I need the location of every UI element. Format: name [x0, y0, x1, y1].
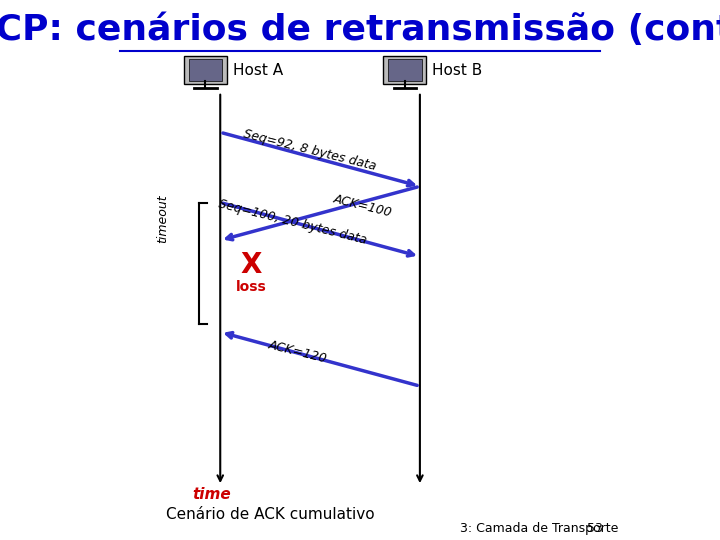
Text: TCP: cenários de retransmissão (cont): TCP: cenários de retransmissão (cont)	[0, 13, 720, 46]
FancyBboxPatch shape	[384, 56, 426, 84]
FancyBboxPatch shape	[388, 59, 422, 81]
Text: time: time	[193, 487, 232, 502]
Text: Seq=100, 20 bytes data: Seq=100, 20 bytes data	[217, 198, 368, 247]
Text: 3: Camada de Transporte: 3: Camada de Transporte	[460, 522, 618, 535]
Text: 53: 53	[587, 522, 603, 535]
Text: ACK=120: ACK=120	[267, 339, 328, 366]
Text: Seq=92, 8 bytes data: Seq=92, 8 bytes data	[243, 127, 378, 173]
Text: X: X	[240, 251, 262, 279]
Text: ACK=100: ACK=100	[332, 193, 393, 220]
Text: Cenário de ACK cumulativo: Cenário de ACK cumulativo	[166, 507, 374, 522]
Text: timeout: timeout	[156, 194, 169, 243]
Text: Host A: Host A	[233, 63, 283, 78]
FancyBboxPatch shape	[189, 59, 222, 81]
Text: loss: loss	[236, 280, 266, 294]
FancyBboxPatch shape	[184, 56, 227, 84]
Text: Host B: Host B	[433, 63, 482, 78]
